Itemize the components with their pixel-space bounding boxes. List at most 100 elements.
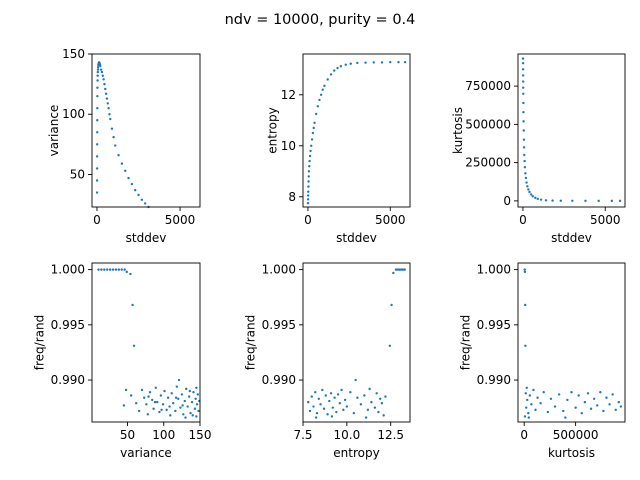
data-point [307,194,309,196]
x-tick-label: 0 [304,213,312,227]
data-point [339,402,341,404]
subplot-variance-freqrand: 50 100 1500.9900.9951.000variancefreq/rand [33,263,212,460]
data-point [566,399,568,401]
y-tick-label: 12 [281,88,296,102]
y-tick-label: 1.000 [477,263,511,277]
data-point [581,412,583,414]
data-point [320,94,322,96]
data-point [176,385,178,387]
data-point [321,389,323,391]
data-point [163,390,165,392]
data-point [309,150,311,152]
data-point [181,393,183,395]
axes-frame [518,54,625,207]
data-point [611,200,613,202]
data-point [309,155,311,157]
data-point [390,304,392,306]
data-point [532,195,534,197]
data-point [537,198,539,200]
data-point [308,170,310,172]
y-tick-label: 150 [62,47,85,61]
data-point [522,68,524,70]
data-point [336,67,338,69]
data-point [333,397,335,399]
axes-frame [518,263,625,422]
data-point [313,127,315,129]
data-point [326,78,328,80]
data-point [96,79,98,81]
data-point [333,69,335,71]
x-tick-label: 12.5 [377,428,404,442]
y-tick-label: 0 [503,194,511,208]
data-point [584,200,586,202]
data-point [189,412,191,414]
data-point [543,391,545,393]
x-axis-label: stddev [336,231,377,245]
data-point [188,395,190,397]
data-point [107,102,109,104]
data-point [160,409,162,411]
data-point [172,402,174,404]
data-point [184,400,186,402]
data-point [365,416,367,418]
data-point [118,268,120,270]
data-point [197,393,199,395]
data-point [524,304,526,306]
data-point [608,403,610,405]
data-point [117,154,119,156]
data-point [131,304,133,306]
y-tick-label: 8 [288,190,296,204]
data-point [570,391,572,393]
data-point [356,62,358,64]
data-point [379,398,381,400]
data-point [147,413,149,415]
data-point [178,379,180,381]
suptitle: ndv = 10000, purity = 0.4 [225,12,416,28]
data-point [615,409,617,411]
data-point [307,191,309,193]
data-point [316,412,318,414]
data-point [525,392,527,394]
x-tick-label: 0 [93,213,101,227]
x-axis-label: stddev [551,231,592,245]
data-point [374,406,376,408]
data-point [547,411,549,413]
data-point [384,395,386,397]
data-point [97,268,99,270]
data-point [96,95,98,97]
data-point [314,391,316,393]
data-point [404,61,406,63]
x-tick-label: 5000 [590,213,621,227]
data-point [147,395,149,397]
data-point [97,71,99,73]
data-point [325,394,327,396]
data-point [194,398,196,400]
data-point [96,131,98,133]
data-point [197,410,199,412]
data-point [522,120,524,122]
data-point [192,391,194,393]
data-point [524,415,526,417]
points-stddev-entropy [307,61,406,204]
data-point [346,405,348,407]
data-point [522,74,524,76]
x-tick-label: 100 [152,428,175,442]
data-point [560,200,562,202]
axes-frame [92,54,200,207]
data-point [523,160,525,162]
data-point [182,413,184,415]
data-point [534,409,536,411]
data-point [195,387,197,389]
x-tick-label: 0 [519,213,527,227]
data-point [104,88,106,90]
data-point [96,87,98,89]
x-axis-label: entropy [333,446,379,460]
x-axis-label: variance [120,446,172,460]
data-point [522,102,524,104]
data-point [127,177,129,179]
subplot-stddev-kurtosis: 0 5000 0 250000 500000 750000 stddev kurtosis [451,54,625,245]
data-point [123,404,125,406]
data-point [532,389,534,391]
data-point [158,411,160,413]
data-point [611,393,613,395]
